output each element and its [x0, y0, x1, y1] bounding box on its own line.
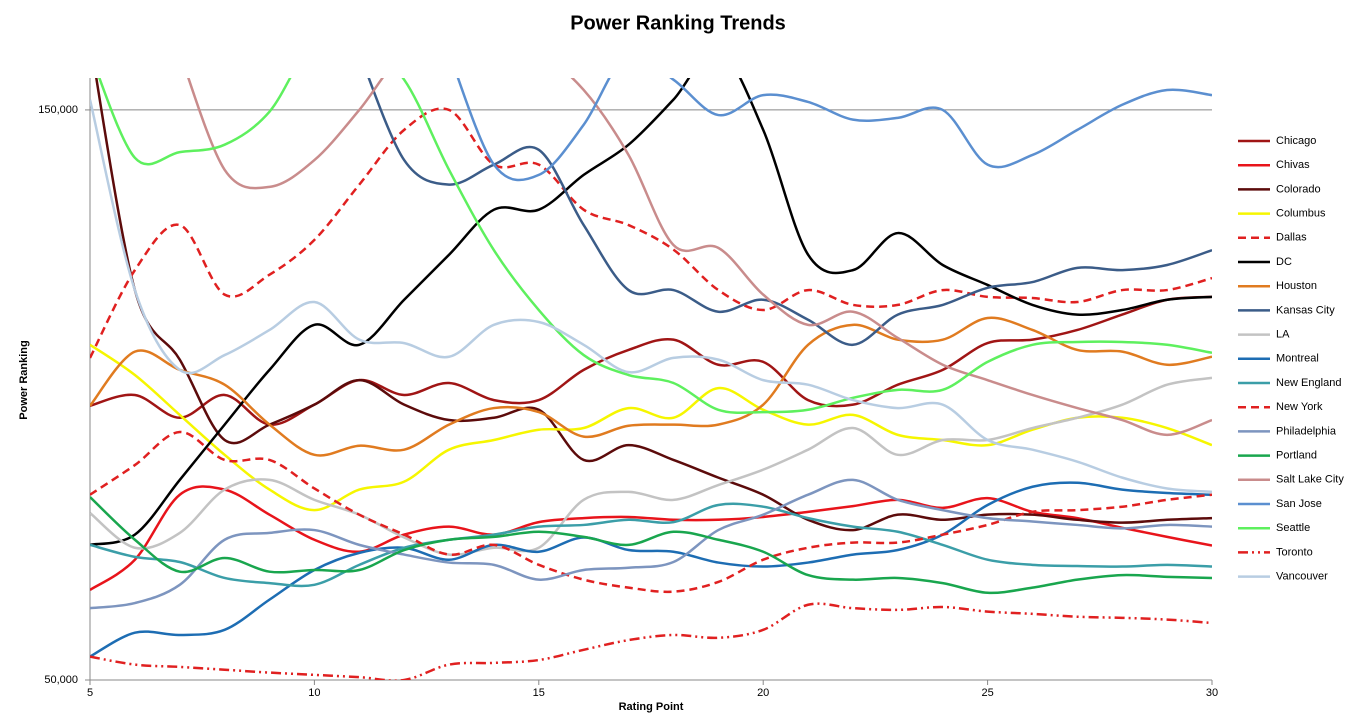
legend-label: San Jose: [1276, 498, 1322, 510]
legend-label: Chicago: [1276, 135, 1316, 147]
x-tick-label: 5: [87, 687, 93, 699]
legend-label: New York: [1276, 401, 1323, 413]
series-line: [90, 376, 1212, 557]
legend-label: Houston: [1276, 280, 1317, 292]
x-tick-label: 15: [533, 687, 545, 699]
series-line: [90, 78, 1212, 547]
plot-lines: [90, 78, 1212, 680]
legend-label: Montreal: [1276, 353, 1319, 365]
x-tick-label: 25: [981, 687, 993, 699]
x-tick-label: 20: [757, 687, 769, 699]
x-tick-label: 30: [1206, 687, 1218, 699]
legend-label: Philadelphia: [1276, 425, 1337, 437]
legend-label: Toronto: [1276, 546, 1313, 558]
series-line: [90, 502, 1212, 588]
legend-label: Salt Lake City: [1276, 474, 1344, 486]
series-line: [90, 295, 1212, 426]
legend-label: Dallas: [1276, 232, 1307, 244]
series-line: [90, 485, 1212, 591]
series-line: [90, 107, 1212, 359]
series-line: [90, 430, 1212, 594]
y-axis-label: Power Ranking: [18, 340, 30, 419]
legend-label: DC: [1276, 256, 1292, 268]
legend-label: Seattle: [1276, 522, 1310, 534]
series-line: [90, 343, 1212, 512]
legend-label: Columbus: [1276, 208, 1326, 220]
legend-label: LA: [1276, 329, 1290, 341]
series-line: [90, 478, 1212, 610]
series-line: [90, 496, 1212, 595]
legend-label: New England: [1276, 377, 1341, 389]
chart-title: Power Ranking Trends: [570, 12, 786, 34]
y-tick-label: 50,000: [44, 674, 78, 686]
x-axis-label: Rating Point: [619, 701, 684, 713]
series-line: [187, 78, 1212, 437]
legend-label: Colorado: [1276, 183, 1321, 195]
legend-label: Kansas City: [1276, 304, 1335, 316]
x-tick-label: 10: [308, 687, 320, 699]
series-line: [98, 78, 1212, 414]
series-line: [90, 602, 1212, 680]
legend-label: Portland: [1276, 450, 1317, 462]
series-line: [90, 316, 1212, 457]
legend-label: Chivas: [1276, 159, 1310, 171]
series-line: [95, 78, 1212, 532]
series-line: [90, 481, 1212, 658]
legend-label: Vancouver: [1276, 571, 1328, 583]
y-tick-label: 150,000: [38, 104, 78, 116]
series-line: [90, 99, 1212, 494]
series-line: [456, 78, 1212, 182]
